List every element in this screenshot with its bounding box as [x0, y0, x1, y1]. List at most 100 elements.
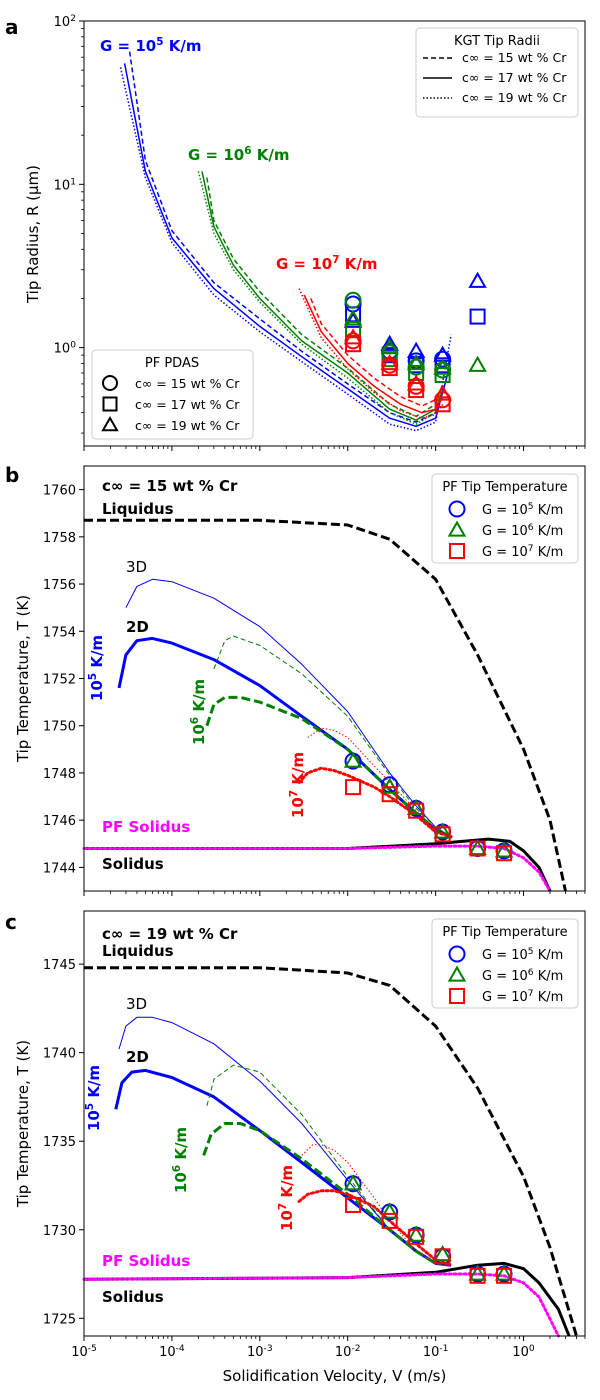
marker-square [434, 367, 451, 384]
marker-square [469, 840, 486, 857]
y-axis-label: Tip Temperature, T (K) [14, 595, 32, 763]
marker-triangle [343, 311, 363, 328]
series-line [125, 578, 452, 838]
series-line [128, 51, 447, 423]
gradient-label: 106 K/m [171, 1127, 190, 1193]
x-tick-label: 10-1 [423, 1344, 449, 1360]
marker-triangle [343, 309, 363, 326]
legend-pf-temperature: PF Tip Temperature G = 105 K/m G = 106 K/m… [431, 918, 579, 1009]
legend-label: G = 106 K/m [482, 523, 563, 539]
marker-triangle [433, 1245, 452, 1262]
y-tick-label: 1752 [43, 673, 76, 688]
y-tick-label: 1760 [43, 484, 76, 499]
y-tick-label: 1754 [43, 625, 76, 640]
marker-square [345, 321, 362, 338]
series-line [82, 844, 552, 893]
series-line [301, 1144, 452, 1266]
panel-letter: a [5, 15, 19, 39]
marker-triangle [494, 1264, 514, 1281]
series-line [310, 298, 444, 407]
series-line [206, 177, 444, 418]
legend-box [431, 918, 579, 1009]
label-2d: 2D [126, 618, 149, 636]
liquidus-label: Liquidus [102, 942, 174, 960]
panel-c: c 10-5 10-4 10-3 10-2 10-1 100 1725 1730 1735 1740… [5, 910, 586, 1385]
pf-solidus-label: PF Solidus [102, 1252, 190, 1270]
marker-triangle [343, 1174, 363, 1191]
y-tick-label: 1748 [43, 767, 76, 782]
x-tick-label: 10-2 [335, 1344, 361, 1360]
marker-square [408, 364, 425, 381]
label-3d: 3D [126, 558, 147, 576]
marker-triangle [380, 777, 399, 794]
marker-circle [344, 295, 362, 313]
legend-box [431, 473, 579, 564]
series-line [206, 1064, 452, 1266]
legend-box [91, 349, 254, 440]
series-line [197, 171, 444, 425]
marker-circle [448, 945, 466, 963]
x-tick-label: 100 [512, 1344, 535, 1360]
marker-circle [102, 375, 118, 391]
legend-title: PF PDAS [145, 356, 199, 371]
y-tick-label: 1744 [43, 861, 76, 876]
marker-square [434, 1248, 451, 1265]
marker-triangle [433, 822, 452, 839]
pf-solidus-label: PF Solidus [102, 818, 190, 836]
legend-box [415, 27, 579, 118]
marker-square [496, 1267, 513, 1284]
marker-triangle [406, 798, 426, 815]
marker-triangle [380, 353, 399, 371]
series-line [213, 635, 452, 838]
marker-square [449, 988, 465, 1004]
marker-triangle [468, 271, 487, 288]
marker-square [469, 308, 486, 325]
legend-label: G = 107 K/m [482, 989, 563, 1005]
y-tick-label: 1725 [43, 1312, 76, 1327]
marker-triangle [343, 328, 363, 345]
y-tick-label: 1746 [43, 814, 76, 829]
composition-label: c∞ = 15 wt % Cr [102, 477, 238, 495]
marker-circle [448, 500, 466, 518]
y-tick-label: 1730 [43, 1224, 76, 1239]
legend-label: c∞ = 17 wt % Cr [462, 70, 567, 85]
series-line [297, 1189, 453, 1267]
legend-label: G = 106 K/m [482, 968, 563, 984]
series-line [84, 518, 567, 892]
series-line [84, 966, 578, 1337]
panel-b: b 1744 1746 1748 1750 1752 1754 1756 1758 1760 Tip… [5, 463, 586, 896]
solidus-label: Solidus [102, 1288, 164, 1306]
series-line [117, 636, 452, 839]
marker-square [345, 1196, 362, 1213]
gradient-label: 105 K/m [84, 1065, 103, 1131]
y-axis-label: Tip Radius, R (μm) [24, 165, 42, 304]
gradient-label: G = 106 K/m [188, 145, 289, 164]
panel-letter: b [5, 463, 19, 487]
legend-label: c∞ = 15 wt % Cr [462, 50, 567, 65]
label-3d: 3D [126, 995, 147, 1013]
series-line [201, 171, 444, 421]
y-tick-label: 100 [54, 341, 77, 357]
series-line [123, 63, 450, 428]
marker-square [345, 779, 362, 796]
y-tick-label: 1740 [43, 1047, 76, 1062]
gradient-label: 105 K/m [87, 635, 106, 701]
gradient-label: 106 K/m [189, 679, 208, 745]
series-line [303, 294, 444, 414]
marker-triangle [406, 1225, 426, 1242]
marker-square [496, 845, 513, 862]
y-axis-label: Tip Temperature, T (K) [14, 1040, 32, 1208]
legend-label: G = 105 K/m [482, 947, 563, 963]
legend-label: c∞ = 19 wt % Cr [135, 418, 240, 433]
legend-title: PF Tip Temperature [442, 480, 567, 495]
label-2d: 2D [126, 1048, 149, 1066]
gradient-label: 107 K/m [288, 752, 307, 818]
solidus-label: Solidus [102, 855, 164, 873]
marker-triangle [101, 415, 119, 432]
marker-triangle [380, 338, 399, 355]
legend-label: G = 105 K/m [482, 502, 563, 518]
marker-triangle [406, 374, 426, 391]
marker-square [434, 826, 451, 843]
marker-triangle [468, 838, 487, 856]
y-tick-label: 1735 [43, 1135, 76, 1150]
